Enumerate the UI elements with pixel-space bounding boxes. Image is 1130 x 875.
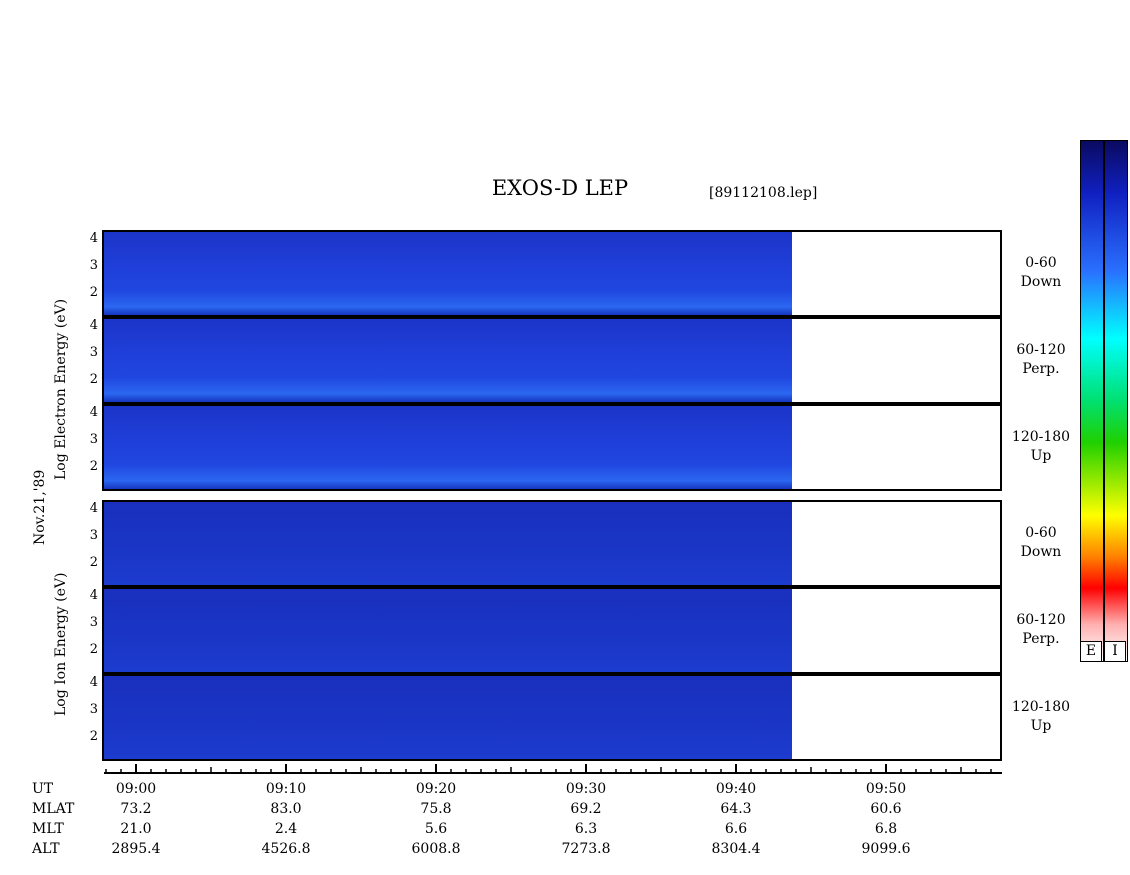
axis-mlat-value: 75.8 bbox=[420, 801, 452, 817]
electron-ylabel: Log Electron Energy (eV) bbox=[53, 298, 69, 480]
pitch-direction: Perp. bbox=[1022, 631, 1060, 647]
axis-alt-value: 6008.8 bbox=[411, 841, 461, 857]
colorbar-label-i: I bbox=[1104, 641, 1126, 662]
panel-electron-2 bbox=[102, 404, 1002, 491]
colorbar-label-e: E bbox=[1080, 641, 1102, 662]
axis-x-value: 09:40 bbox=[715, 781, 757, 797]
pitch-label-2: 120-180 Up bbox=[1005, 428, 1077, 466]
file-name: [89112108.lep] bbox=[709, 185, 818, 201]
axis-alt-value: 7273.8 bbox=[561, 841, 611, 857]
row-label-ut: UT bbox=[32, 781, 54, 797]
axis-mlt-value: 6.8 bbox=[874, 821, 898, 837]
axis-mlat-value: 60.6 bbox=[870, 801, 902, 817]
axis-mlat-value: 64.3 bbox=[720, 801, 752, 817]
pitch-range: 0-60 bbox=[1025, 255, 1057, 271]
pitch-direction: Up bbox=[1030, 718, 1052, 734]
panel-ion-5 bbox=[102, 674, 1002, 761]
axis-x-value: 09:50 bbox=[865, 781, 907, 797]
spectrogram-electron-0 bbox=[104, 232, 792, 315]
ytick-4-1: 3 bbox=[89, 615, 98, 630]
axis-alt-value: 4526.8 bbox=[261, 841, 311, 857]
ytick-2-0: 4 bbox=[89, 405, 98, 420]
electron-colorbar bbox=[1080, 140, 1104, 662]
axis-mlt-value: 2.4 bbox=[274, 821, 298, 837]
pitch-range: 60-120 bbox=[1016, 342, 1066, 358]
panel-electron-0 bbox=[102, 230, 1002, 317]
ytick-3-2: 2 bbox=[89, 555, 98, 570]
date-label: Nov.21,'89 bbox=[32, 469, 48, 545]
ion-colorbar bbox=[1104, 140, 1128, 662]
ytick-1-0: 4 bbox=[89, 318, 98, 333]
pitch-range: 60-120 bbox=[1016, 612, 1066, 628]
axis-x-value: 09:10 bbox=[265, 781, 307, 797]
ytick-0-1: 3 bbox=[89, 258, 98, 273]
pitch-label-3: 0-60 Down bbox=[1005, 524, 1077, 562]
panel-ion-3 bbox=[102, 500, 1002, 587]
ytick-2-2: 2 bbox=[89, 459, 98, 474]
axis-mlt-value: 6.3 bbox=[574, 821, 598, 837]
ytick-5-0: 4 bbox=[89, 675, 98, 690]
row-label-mlt: MLT bbox=[32, 821, 64, 837]
axis-x-value: 09:30 bbox=[565, 781, 607, 797]
axis-x-value: 09:20 bbox=[415, 781, 457, 797]
pitch-direction: Down bbox=[1020, 544, 1062, 560]
ytick-1-1: 3 bbox=[89, 345, 98, 360]
ytick-1-2: 2 bbox=[89, 372, 98, 387]
panel-ion-4 bbox=[102, 587, 1002, 674]
pitch-label-5: 120-180 Up bbox=[1005, 698, 1077, 736]
ytick-5-1: 3 bbox=[89, 702, 98, 717]
chart-title: EXOS-D LEP bbox=[491, 176, 629, 200]
row-label-alt: ALT bbox=[32, 841, 60, 857]
axis-mlat-value: 73.2 bbox=[120, 801, 152, 817]
ytick-4-2: 2 bbox=[89, 642, 98, 657]
ytick-0-2: 2 bbox=[89, 285, 98, 300]
ion-ylabel: Log Ion Energy (eV) bbox=[53, 572, 69, 716]
axis-x-value: 09:00 bbox=[115, 781, 157, 797]
pitch-direction: Down bbox=[1020, 274, 1062, 290]
ytick-3-0: 4 bbox=[89, 501, 98, 516]
pitch-label-1: 60-120 Perp. bbox=[1005, 341, 1077, 379]
spectrogram-ion-5 bbox=[104, 676, 792, 759]
spectrogram-electron-2 bbox=[104, 406, 792, 489]
pitch-label-4: 60-120 Perp. bbox=[1005, 611, 1077, 649]
ytick-4-0: 4 bbox=[89, 588, 98, 603]
panel-electron-1 bbox=[102, 317, 1002, 404]
pitch-range: 120-180 bbox=[1011, 429, 1071, 445]
axis-alt-value: 8304.4 bbox=[711, 841, 761, 857]
axis-mlat-value: 83.0 bbox=[270, 801, 302, 817]
spectrogram-ion-3 bbox=[104, 502, 792, 585]
axis-alt-value: 9099.6 bbox=[861, 841, 911, 857]
ytick-2-1: 3 bbox=[89, 432, 98, 447]
axis-mlt-value: 21.0 bbox=[120, 821, 152, 837]
row-label-mlat: MLAT bbox=[32, 801, 75, 817]
axis-mlt-value: 5.6 bbox=[424, 821, 448, 837]
axis-mlt-value: 6.6 bbox=[724, 821, 748, 837]
pitch-label-0: 0-60 Down bbox=[1005, 254, 1077, 292]
axis-alt-value: 2895.4 bbox=[111, 841, 161, 857]
ytick-5-2: 2 bbox=[89, 729, 98, 744]
spectrogram-ion-4 bbox=[104, 589, 792, 672]
spectrogram-electron-1 bbox=[104, 319, 792, 402]
pitch-range: 0-60 bbox=[1025, 525, 1057, 541]
pitch-direction: Perp. bbox=[1022, 361, 1060, 377]
time-axis bbox=[104, 764, 1002, 774]
axis-mlat-value: 69.2 bbox=[570, 801, 602, 817]
pitch-direction: Up bbox=[1030, 448, 1052, 464]
pitch-range: 120-180 bbox=[1011, 699, 1071, 715]
ytick-0-0: 4 bbox=[89, 231, 98, 246]
ytick-3-1: 3 bbox=[89, 528, 98, 543]
